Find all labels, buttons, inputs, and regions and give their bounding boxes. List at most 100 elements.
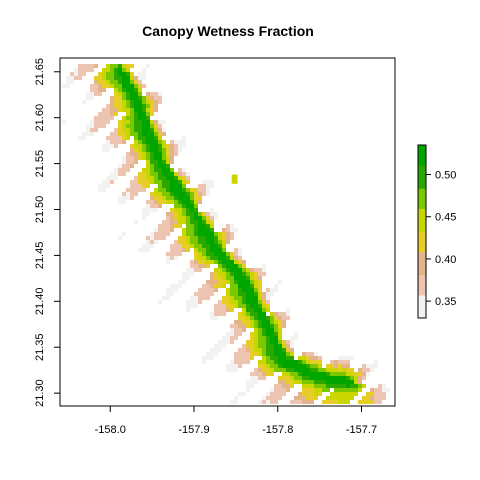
raster-cell [102,116,106,120]
raster-cell [306,376,310,380]
raster-cell [238,324,242,328]
raster-cell [306,360,310,364]
raster-cell [190,232,194,236]
raster-cell [290,380,294,384]
raster-cell [182,196,186,200]
raster-cell [194,196,198,200]
raster-cell [274,400,278,404]
raster-cell [118,92,122,96]
legend-color-step [418,208,426,212]
raster-cell [74,68,78,72]
raster-cell [270,344,274,348]
raster-cell [238,288,242,292]
raster-cell [198,244,202,248]
raster-cell [162,176,166,180]
raster-cell [102,184,106,188]
raster-cell [206,244,210,248]
raster-cell [338,372,342,376]
legend-color-step [418,231,426,235]
raster-cell [150,136,154,140]
raster-cell [198,236,202,240]
raster-cell [270,340,274,344]
raster-cell [226,276,230,280]
raster-cell [106,68,110,72]
raster-cell [178,280,182,284]
raster-cell [230,224,234,228]
raster-cell [174,184,178,188]
raster-cell [226,228,230,232]
raster-cell [310,380,314,384]
raster-cell [290,336,294,340]
raster-cell [158,124,162,128]
raster-cell [118,104,122,108]
raster-cell [326,368,330,372]
raster-cell [98,188,102,192]
raster-cell [246,320,250,324]
raster-cell [378,384,382,388]
raster-cell [238,272,242,276]
raster-cell [178,252,182,256]
raster-cell [282,380,286,384]
raster-cell [258,324,262,328]
x-tick-label: -157.8 [262,424,293,436]
raster-cell [82,68,86,72]
raster-cell [122,116,126,120]
raster-cell [122,156,126,160]
raster-cell [94,116,98,120]
raster-cell [114,132,118,136]
raster-cell [218,344,222,348]
raster-cell [338,396,342,400]
raster-cell [270,312,274,316]
raster-cell [278,384,282,388]
raster-cell [222,248,226,252]
raster-cell [246,276,250,280]
raster-cell [226,260,230,264]
raster-cell [194,244,198,248]
raster-cell [174,256,178,260]
raster-cell [218,284,222,288]
raster-cell [102,144,106,148]
raster-cell [162,144,166,148]
raster-cell [226,364,230,368]
legend-color-step [418,271,426,276]
raster-cell [118,68,122,72]
raster-cell [270,400,274,404]
raster-cell [298,364,302,368]
raster-cell [250,280,254,284]
raster-cell [342,392,346,396]
raster-cell [182,232,186,236]
raster-cell [110,108,114,112]
raster-cell [262,344,266,348]
legend-color-step [418,168,426,172]
raster-cell [142,208,146,212]
raster-cell [370,392,374,396]
raster-cell [286,340,290,344]
raster-cell [346,384,350,388]
raster-cell [330,396,334,400]
raster-cell [94,120,98,124]
raster-cell [346,400,350,404]
raster-cell [250,312,254,316]
raster-cell [226,340,230,344]
raster-cell [274,396,278,400]
raster-cell [138,92,142,96]
raster-cell [154,160,158,164]
raster-cell [218,276,222,280]
raster-cell [314,372,318,376]
raster-cell [290,400,294,404]
raster-cell [310,352,314,356]
raster-cell [278,336,282,340]
raster-cell [130,64,134,68]
raster-cell [110,104,114,108]
raster-cell [270,356,274,360]
raster-cell [186,176,190,180]
raster-cell [266,340,270,344]
raster-cell [374,360,378,364]
raster-cell [126,188,130,192]
raster-cell [326,364,330,368]
raster-cell [302,372,306,376]
raster-cell [130,116,134,120]
raster-cell [310,396,314,400]
raster-cell [250,332,254,336]
raster-cell [274,392,278,396]
